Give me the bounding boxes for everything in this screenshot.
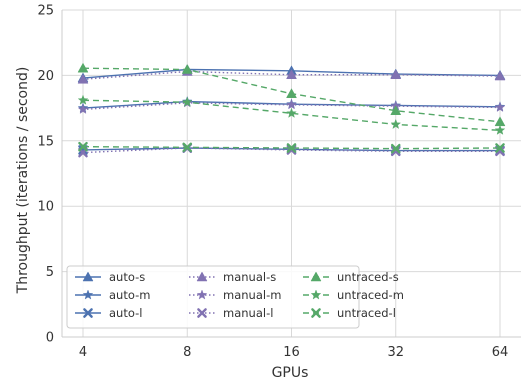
legend-item-manual-s: manual-s: [189, 270, 276, 284]
data-point-marker: [495, 143, 505, 153]
data-point-marker: [286, 88, 297, 98]
data-point-marker: [390, 105, 402, 115]
legend-item-auto-l: auto-l: [75, 306, 142, 320]
legend-swatch-marker: [82, 271, 94, 282]
data-point-marker: [286, 107, 297, 118]
legend-swatch-marker: [196, 289, 208, 300]
legend-label: manual-m: [223, 288, 281, 302]
legend-label: untraced-m: [337, 288, 404, 302]
y-tick-label: 5: [46, 265, 54, 280]
legend-swatch-marker: [310, 289, 322, 300]
legend-item-auto-s: auto-s: [75, 270, 145, 284]
y-tick-label: 15: [37, 134, 54, 149]
legend-label: auto-m: [109, 288, 150, 302]
series-lines: [77, 62, 506, 158]
data-point-marker: [286, 69, 297, 79]
y-tick-label: 10: [37, 200, 54, 215]
x-tick-label: 4: [79, 345, 87, 360]
legend-swatch-marker: [310, 271, 322, 282]
legend-item-untraced-s: untraced-s: [303, 270, 399, 284]
legend-label: auto-s: [109, 270, 145, 284]
legend-label: untraced-l: [337, 306, 396, 320]
data-point-marker: [390, 143, 401, 154]
data-point-marker: [77, 103, 89, 114]
x-tick-label: 64: [492, 345, 509, 360]
data-point-marker: [78, 141, 88, 152]
data-point-marker: [494, 101, 506, 112]
axes: 0 5 10 15 20 25 4 8 16 32 64: [37, 4, 521, 360]
legend-swatch-marker: [197, 308, 207, 318]
data-point-marker: [286, 99, 297, 110]
legend-swatch-marker: [196, 271, 208, 282]
legend-swatch-marker: [83, 308, 93, 318]
data-point-marker: [181, 63, 193, 74]
x-tick-label: 8: [183, 345, 191, 360]
data-point-marker: [77, 62, 89, 73]
series-untraced-l: [78, 141, 505, 154]
data-point-marker: [494, 70, 506, 81]
data-point-marker: [286, 143, 297, 153]
data-point-marker: [181, 96, 193, 107]
legend-label: auto-l: [109, 306, 142, 320]
legend-box: [66, 265, 360, 329]
y-tick-label: 25: [37, 4, 54, 19]
x-tick-label: 16: [283, 345, 300, 360]
data-point-marker: [390, 118, 402, 129]
legend-item-auto-m: auto-m: [75, 288, 150, 302]
y-axis-title: Throughput (iterations / second): [15, 67, 31, 295]
legend-label: untraced-s: [337, 270, 399, 284]
legend-swatch-marker: [311, 308, 321, 318]
series-untraced-s: [77, 62, 506, 127]
legend-swatch-marker: [82, 289, 94, 300]
x-axis-title: GPUs: [272, 365, 309, 381]
legend: auto-s auto-m auto-l manual-s manual-m manual…: [66, 265, 404, 329]
legend-item-manual-l: manual-l: [189, 306, 273, 320]
y-tick-label: 20: [37, 69, 54, 84]
data-point-marker: [77, 94, 89, 105]
data-point-marker: [182, 142, 193, 153]
legend-item-untraced-m: untraced-m: [303, 288, 404, 302]
legend-label: manual-l: [223, 306, 273, 320]
y-tick-label: 0: [46, 331, 54, 346]
legend-item-untraced-l: untraced-l: [303, 306, 396, 320]
x-tick-label: 32: [387, 345, 404, 360]
series-untraced-m: [77, 94, 506, 135]
legend-item-manual-m: manual-m: [189, 288, 281, 302]
legend-label: manual-s: [223, 270, 276, 284]
data-point-marker: [390, 69, 402, 79]
data-point-marker: [77, 73, 89, 84]
data-point-marker: [494, 124, 506, 135]
